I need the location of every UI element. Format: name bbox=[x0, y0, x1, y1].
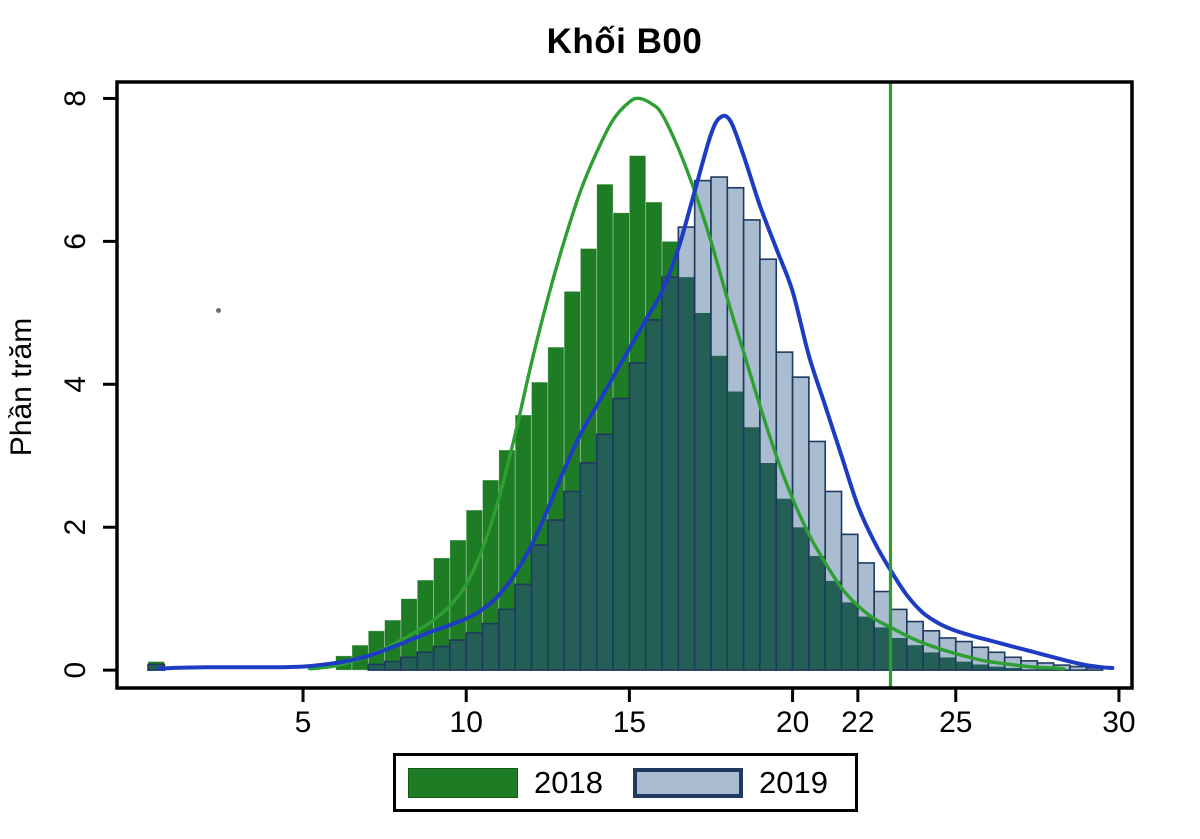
x-tick-label: 20 bbox=[776, 706, 809, 739]
histogram-bar-2019 bbox=[727, 187, 744, 392]
histogram-bar-overlap bbox=[678, 277, 695, 671]
x-tick-label: 30 bbox=[1102, 706, 1135, 739]
legend-swatch-2019 bbox=[632, 767, 743, 798]
histogram-bar-overlap bbox=[384, 661, 401, 671]
x-tick-label: 25 bbox=[939, 706, 972, 739]
histogram-bar-2019 bbox=[694, 180, 711, 313]
legend-label-2018: 2018 bbox=[534, 764, 603, 800]
legend-item-2019: 2019 bbox=[632, 764, 828, 801]
histogram-bar-overlap bbox=[613, 398, 630, 671]
histogram-bar-overlap bbox=[792, 527, 809, 671]
plot-frame bbox=[115, 80, 1134, 690]
y-tick-label: 4 bbox=[59, 376, 92, 393]
histogram-bar-overlap bbox=[906, 645, 924, 671]
histogram-bar-overlap bbox=[662, 277, 679, 671]
histogram-bar-overlap bbox=[580, 462, 597, 671]
histogram-bar-2019 bbox=[1086, 667, 1103, 671]
histogram-bar-overlap bbox=[759, 462, 777, 671]
histogram-bar-2019 bbox=[1004, 657, 1022, 668]
histogram-bar-2019 bbox=[792, 377, 809, 528]
y-tick-label: 2 bbox=[59, 519, 92, 536]
histogram-bar-overlap bbox=[148, 664, 165, 671]
histogram-bar-2019 bbox=[759, 259, 777, 463]
histogram-bar-2019 bbox=[874, 591, 891, 628]
x-tick-label: 15 bbox=[613, 706, 646, 739]
legend-swatch-2018 bbox=[408, 767, 518, 798]
y-tick-label: 8 bbox=[59, 90, 92, 107]
histogram-bar-2019 bbox=[825, 491, 842, 581]
histogram-bar-overlap bbox=[449, 640, 467, 671]
histogram-bar-overlap bbox=[776, 498, 793, 671]
histogram-bar-overlap bbox=[972, 664, 989, 671]
x-tick-label: 10 bbox=[450, 706, 483, 739]
histogram-bar-overlap bbox=[564, 491, 581, 671]
histogram-bar-overlap bbox=[417, 652, 434, 671]
legend-label-2019: 2019 bbox=[758, 764, 828, 800]
histogram-bar-overlap bbox=[710, 355, 728, 671]
histogram-bar-overlap bbox=[825, 580, 842, 671]
histogram-bar-overlap bbox=[841, 602, 858, 671]
histogram-bar-overlap bbox=[743, 427, 760, 671]
histogram-bar-overlap bbox=[988, 666, 1005, 671]
histogram-bar-overlap bbox=[955, 661, 973, 671]
histogram-bar-overlap bbox=[629, 362, 646, 671]
histogram-bar-overlap bbox=[1004, 667, 1022, 671]
histogram-bar-2019 bbox=[857, 562, 875, 617]
histogram-bar-overlap bbox=[596, 434, 614, 671]
histogram-bar-overlap bbox=[645, 319, 663, 671]
histogram-bar-overlap bbox=[400, 657, 418, 671]
histogram-bar-overlap bbox=[368, 664, 385, 671]
x-tick-label: 22 bbox=[841, 706, 874, 739]
histogram-bar-overlap bbox=[939, 657, 956, 671]
histogram-bar-overlap bbox=[515, 584, 532, 671]
histogram-bar-overlap bbox=[890, 637, 907, 671]
legend: 2018 2019 bbox=[393, 753, 858, 812]
histogram-bar-overlap bbox=[694, 312, 711, 671]
histogram-bar-overlap bbox=[547, 520, 565, 671]
histogram-bar-overlap bbox=[482, 623, 499, 671]
y-tick-label: 6 bbox=[59, 233, 92, 250]
histogram-bar-2019 bbox=[808, 441, 826, 556]
histogram-bar-2019 bbox=[841, 534, 858, 603]
chart-title: Khối B00 bbox=[546, 22, 703, 61]
histogram-bar-2019 bbox=[776, 352, 793, 499]
histogram-bar-2019 bbox=[1069, 666, 1087, 671]
histogram-bar-2019 bbox=[743, 219, 760, 428]
kde-curve-2019 bbox=[157, 113, 1115, 671]
histogram-bar-overlap bbox=[808, 555, 826, 671]
histogram-bar-overlap bbox=[874, 627, 891, 671]
histogram-bar-overlap bbox=[466, 632, 483, 671]
y-tick-label: 0 bbox=[59, 662, 92, 679]
histogram-bar-overlap bbox=[433, 646, 450, 671]
histogram-bar-overlap bbox=[531, 545, 548, 671]
histogram-bar-overlap bbox=[923, 652, 940, 671]
kde-curve-2018 bbox=[307, 96, 1066, 671]
stray-dot-artifact bbox=[216, 308, 221, 313]
legend-item-2018: 2018 bbox=[408, 765, 603, 801]
histogram-bar-overlap bbox=[498, 609, 516, 671]
histogram-bar-overlap bbox=[727, 391, 744, 671]
histogram-bar-overlap bbox=[857, 616, 875, 671]
x-tick-label: 5 bbox=[295, 706, 312, 739]
